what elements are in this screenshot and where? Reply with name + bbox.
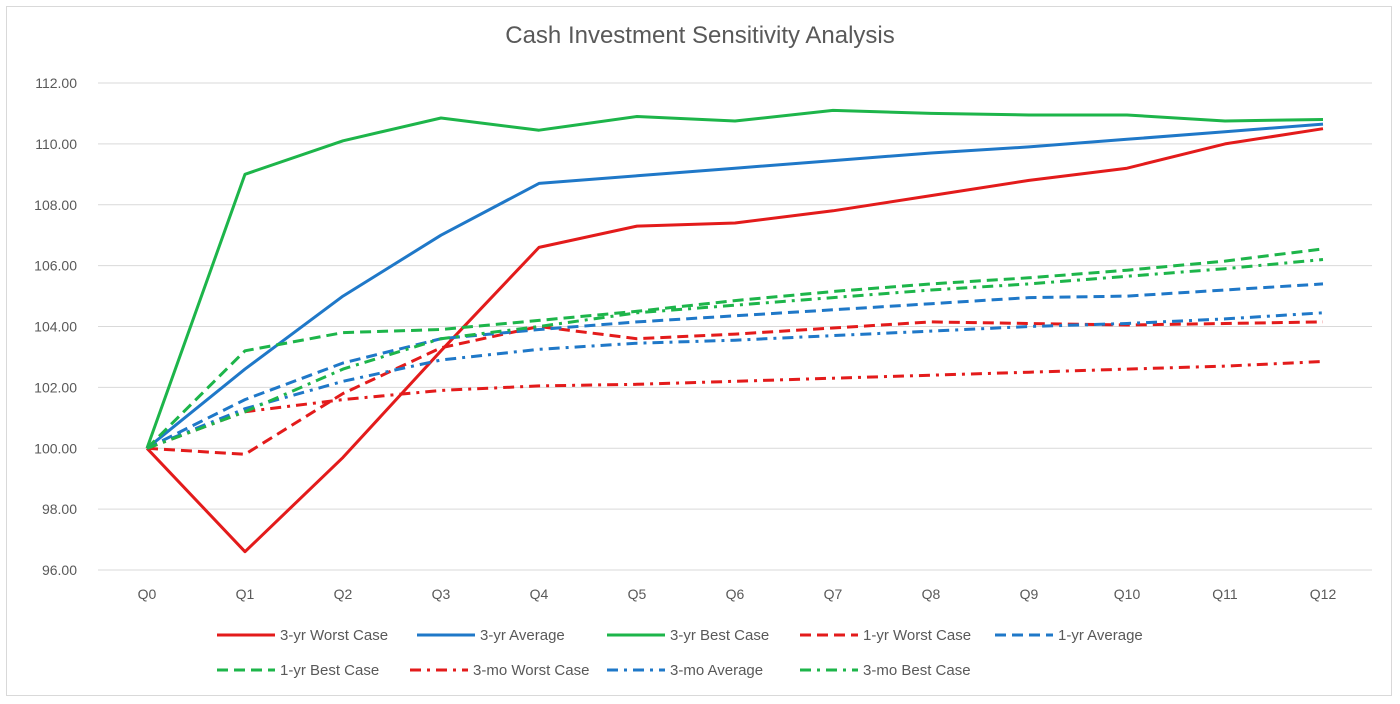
x-tick-label: Q8: [922, 586, 941, 602]
legend-label: 1-yr Average: [1058, 627, 1143, 644]
legend-label: 3-mo Worst Case: [473, 662, 589, 679]
legend-label: 3-yr Worst Case: [280, 627, 388, 644]
x-tick-label: Q4: [530, 586, 549, 602]
y-tick-label: 104.00: [34, 319, 77, 335]
series-line-4: [146, 282, 1324, 450]
legend-label: 3-yr Average: [480, 627, 565, 644]
y-tick-label: 106.00: [34, 258, 77, 274]
y-tick-label: 112.00: [35, 75, 77, 91]
x-tick-label: Q3: [432, 586, 451, 602]
legend-label: 3-mo Best Case: [863, 662, 971, 679]
x-tick-label: Q5: [628, 586, 647, 602]
x-tick-label: Q6: [726, 586, 745, 602]
series-line-1: [146, 122, 1324, 450]
y-tick-label: 102.00: [34, 379, 77, 395]
x-axis-ticks: Q0 Q1 Q2 Q3 Q4 Q5 Q6 Q7 Q8 Q9 Q10 Q11 Q12: [138, 586, 1337, 602]
y-tick-label: 110.00: [35, 136, 77, 152]
x-tick-label: Q7: [824, 586, 843, 602]
legend-label: 1-yr Worst Case: [863, 627, 971, 644]
x-tick-label: Q10: [1114, 586, 1141, 602]
chart-title: Cash Investment Sensitivity Analysis: [505, 22, 895, 49]
legend: 3-yr Worst Case 3-yr Average 3-yr Best Cas…: [217, 627, 1143, 679]
series-line-0: [145, 127, 1324, 554]
x-tick-label: Q2: [334, 586, 353, 602]
series-lines: [145, 108, 1324, 554]
y-tick-label: 96.00: [42, 562, 77, 578]
y-axis-ticks: 96.00 98.00 100.00 102.00 104.00 106.00 108.00…: [34, 75, 77, 578]
series-line-6: [146, 360, 1324, 450]
y-tick-label: 108.00: [34, 197, 77, 213]
legend-label: 1-yr Best Case: [280, 662, 379, 679]
chart-frame: [6, 6, 1392, 696]
x-tick-label: Q9: [1020, 586, 1039, 602]
x-tick-label: Q12: [1310, 586, 1337, 602]
y-tick-label: 98.00: [42, 501, 77, 517]
x-tick-label: Q0: [138, 586, 157, 602]
series-line-5: [145, 247, 1324, 450]
series-line-7: [146, 311, 1324, 450]
legend-label: 3-mo Average: [670, 662, 763, 679]
y-tick-label: 100.00: [34, 440, 77, 456]
legend-label: 3-yr Best Case: [670, 627, 769, 644]
series-line-2: [145, 108, 1324, 449]
x-tick-label: Q1: [236, 586, 255, 602]
series-line-8: [146, 258, 1324, 450]
x-tick-label: Q11: [1212, 586, 1238, 602]
grid-lines: [98, 82, 1372, 571]
